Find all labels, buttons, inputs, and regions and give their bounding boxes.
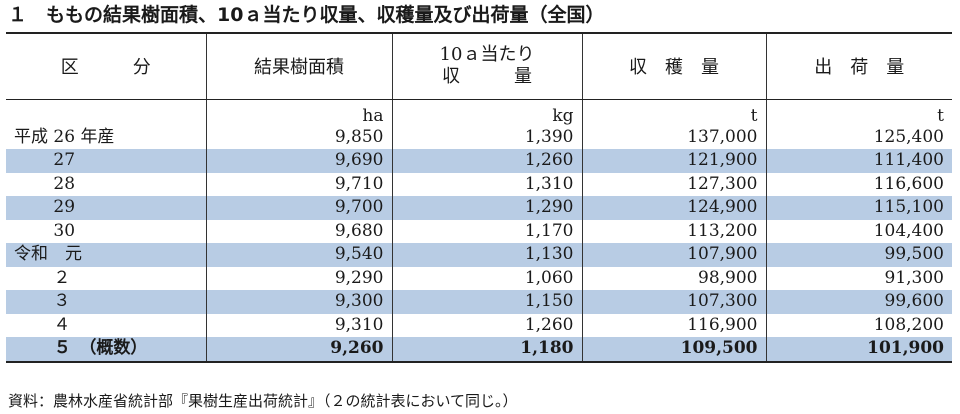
table-row: 令和 元 9,540 1,130 107,900 99,500 bbox=[6, 243, 952, 267]
cell-area: 9,690 bbox=[205, 149, 392, 173]
cell-area: 9,850 bbox=[205, 125, 392, 149]
unit-yield: kg bbox=[391, 99, 582, 126]
cell-yield: 1,260 bbox=[391, 313, 582, 337]
cell-harvest: 109,500 bbox=[581, 337, 766, 363]
row-label: ２ bbox=[14, 267, 71, 288]
cell-area: 9,680 bbox=[205, 219, 392, 243]
row-label: ５ （概数） bbox=[6, 337, 206, 363]
unit-shipment: t bbox=[765, 99, 952, 126]
unit-area: ha bbox=[205, 99, 392, 126]
data-table: 区 分 結果樹面積 10ａ当たり 収 量 収 穫 量 出 荷 量 ha kg t… bbox=[6, 32, 952, 363]
cell-shipment: 99,500 bbox=[765, 243, 952, 267]
unit-harvest: t bbox=[581, 99, 766, 126]
table-row: 27 9,690 1,260 121,900 111,400 bbox=[6, 149, 952, 173]
row-label: 30 bbox=[14, 220, 76, 241]
table-row-preliminary: ５ （概数） 9,260 1,180 109,500 101,900 bbox=[6, 337, 952, 363]
cell-yield: 1,310 bbox=[391, 172, 582, 196]
cell-harvest: 137,000 bbox=[581, 125, 766, 149]
table-row: 平成 26 年産 9,850 1,390 137,000 125,400 bbox=[6, 125, 952, 149]
cell-harvest: 127,300 bbox=[581, 172, 766, 196]
cell-harvest: 107,300 bbox=[581, 290, 766, 314]
row-label: 令和 元 bbox=[6, 243, 206, 267]
cell-area: 9,310 bbox=[205, 313, 392, 337]
cell-shipment: 115,100 bbox=[765, 196, 952, 220]
cell-shipment: 116,600 bbox=[765, 172, 952, 196]
table-title: １ ももの結果樹面積、10ａ当たり収量、収穫量及び出荷量（全国） bbox=[8, 4, 605, 26]
cell-harvest: 116,900 bbox=[581, 313, 766, 337]
cell-yield: 1,060 bbox=[391, 266, 582, 290]
cell-yield: 1,150 bbox=[391, 290, 582, 314]
cell-harvest: 113,200 bbox=[581, 219, 766, 243]
table-row: ４ 9,310 1,260 116,900 108,200 bbox=[6, 313, 952, 337]
header-shipment: 出 荷 量 bbox=[765, 32, 952, 100]
header-harvest: 収 穫 量 bbox=[581, 32, 766, 100]
units-row: ha kg t t bbox=[6, 99, 952, 126]
table-row: 28 9,710 1,310 127,300 116,600 bbox=[6, 172, 952, 196]
cell-yield: 1,170 bbox=[391, 219, 582, 243]
cell-yield: 1,290 bbox=[391, 196, 582, 220]
cell-yield: 1,180 bbox=[391, 337, 582, 363]
unit-blank bbox=[6, 99, 206, 126]
cell-harvest: 107,900 bbox=[581, 243, 766, 267]
header-yield-line1: 10ａ当たり bbox=[439, 44, 535, 66]
cell-shipment: 91,300 bbox=[765, 266, 952, 290]
header-row: 区 分 結果樹面積 10ａ当たり 収 量 収 穫 量 出 荷 量 bbox=[6, 32, 952, 100]
table-row: ２ 9,290 1,060 98,900 91,300 bbox=[6, 266, 952, 290]
header-category: 区 分 bbox=[6, 32, 206, 100]
cell-shipment: 108,200 bbox=[765, 313, 952, 337]
header-yield-line2: 収 量 bbox=[442, 66, 532, 88]
cell-area: 9,260 bbox=[205, 337, 392, 363]
header-yield: 10ａ当たり 収 量 bbox=[391, 32, 582, 100]
header-area: 結果樹面積 bbox=[205, 32, 392, 100]
cell-area: 9,540 bbox=[205, 243, 392, 267]
row-label: 平成 26 年産 bbox=[14, 126, 115, 147]
cell-harvest: 98,900 bbox=[581, 266, 766, 290]
cell-shipment: 101,900 bbox=[765, 337, 952, 363]
cell-shipment: 111,400 bbox=[765, 149, 952, 173]
cell-area: 9,300 bbox=[205, 290, 392, 314]
source-note: 資料：農林水産省統計部『果樹生産出荷統計』（２の統計表において同じ。） bbox=[8, 392, 518, 410]
row-label: 28 bbox=[14, 173, 76, 194]
cell-area: 9,290 bbox=[205, 266, 392, 290]
cell-area: 9,710 bbox=[205, 172, 392, 196]
row-label: 27 bbox=[6, 149, 206, 173]
cell-harvest: 124,900 bbox=[581, 196, 766, 220]
cell-shipment: 125,400 bbox=[765, 125, 952, 149]
cell-shipment: 99,600 bbox=[765, 290, 952, 314]
cell-yield: 1,390 bbox=[391, 125, 582, 149]
row-label: ３ bbox=[6, 290, 206, 314]
row-label: 29 bbox=[6, 196, 206, 220]
cell-yield: 1,260 bbox=[391, 149, 582, 173]
cell-harvest: 121,900 bbox=[581, 149, 766, 173]
table-row: 29 9,700 1,290 124,900 115,100 bbox=[6, 196, 952, 220]
cell-yield: 1,130 bbox=[391, 243, 582, 267]
table-row: ３ 9,300 1,150 107,300 99,600 bbox=[6, 290, 952, 314]
cell-area: 9,700 bbox=[205, 196, 392, 220]
row-label: ４ bbox=[14, 314, 71, 335]
table-row: 30 9,680 1,170 113,200 104,400 bbox=[6, 219, 952, 243]
cell-shipment: 104,400 bbox=[765, 219, 952, 243]
